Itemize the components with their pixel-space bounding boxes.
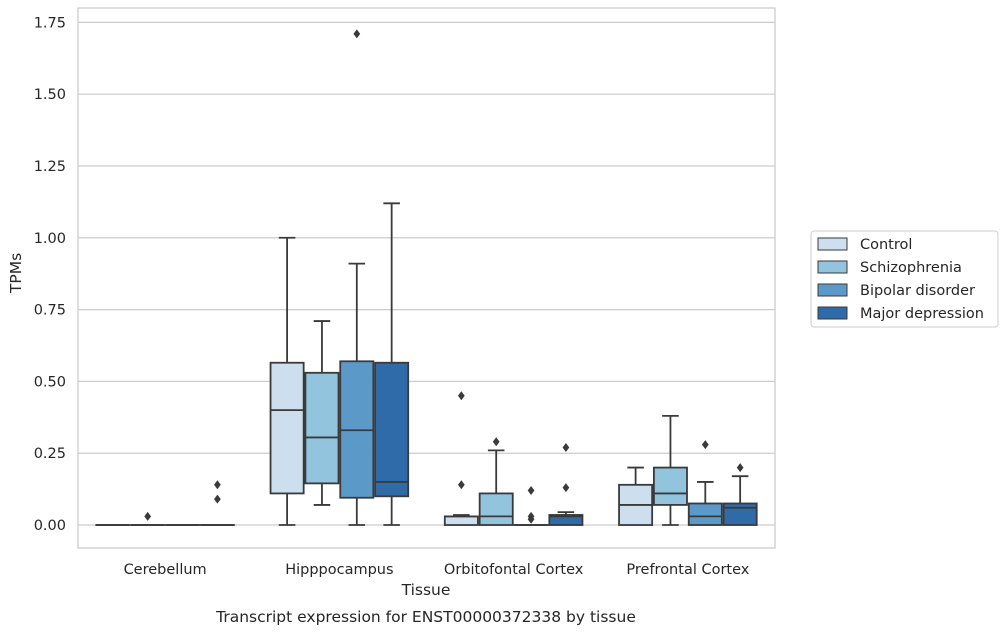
box-bipolar-disorder: [687, 440, 723, 526]
outlier-point: [492, 437, 500, 447]
box-bipolar-disorder: [339, 29, 375, 526]
outlier-point: [144, 511, 152, 521]
box-control: [269, 236, 305, 526]
iqr-box: [548, 514, 584, 526]
legend-label: Bipolar disorder: [860, 283, 975, 299]
y-axis-title: TPMs: [7, 253, 25, 294]
legend-swatch: [817, 237, 848, 251]
legend-label: Schizophrenia: [860, 260, 962, 276]
outlier-point: [457, 391, 465, 401]
y-tick-label: 0.00: [34, 518, 66, 534]
y-tick-label: 1.50: [34, 87, 66, 103]
grid-lines: [78, 21, 775, 526]
x-tick-label: Cerebellum: [124, 562, 207, 578]
iqr-box: [722, 502, 758, 526]
x-axis-title: Tissue: [401, 581, 451, 599]
x-tick-label: Orbitofontal Cortex: [444, 562, 584, 578]
plot-area-frame: [77, 7, 776, 549]
box-plot-marks: [95, 29, 758, 526]
y-tick-label: 1.25: [34, 159, 66, 175]
box-control: [443, 391, 479, 526]
box-major-depression: [548, 442, 584, 526]
legend-frame: [810, 230, 999, 328]
x-tick-label: Prefrontal Cortex: [626, 562, 749, 578]
y-tick-label: 0.50: [34, 374, 66, 390]
y-tick-label: 0.25: [34, 446, 66, 462]
box-schizophrenia: [652, 414, 688, 526]
box-major-depression: [722, 463, 758, 526]
x-tick-labels: Cerebellum Hipppocampus Orbitofontal Corte…: [124, 562, 750, 578]
iqr-box: [269, 361, 305, 495]
legend-label: Control: [860, 237, 912, 253]
outlier-point: [214, 494, 221, 504]
iqr-box: [374, 361, 410, 498]
iqr-box: [478, 492, 514, 526]
y-tick-label: 1.75: [34, 15, 66, 31]
outlier-point: [353, 29, 361, 39]
box-major-depression: [199, 480, 235, 526]
y-tick-label: 1.00: [34, 231, 66, 247]
box-schizophrenia: [478, 437, 514, 526]
box-schizophrenia: [130, 511, 166, 526]
legend: Control Schizophrenia Bipolar disorder Majo…: [810, 230, 999, 328]
legend-swatch: [817, 306, 848, 320]
box-schizophrenia: [304, 320, 340, 506]
outlier-point: [527, 514, 535, 524]
box-major-depression: [374, 202, 410, 526]
iqr-box: [304, 371, 340, 485]
outlier-point: [527, 486, 535, 496]
outlier-point: [562, 483, 570, 493]
x-tick-label: Hipppocampus: [285, 562, 393, 578]
figure-caption: Transcript expression for ENST0000037233…: [215, 608, 636, 626]
y-tick-labels: 0.00 0.25 0.50 0.75 1.00 1.25 1.50 1.75: [34, 15, 66, 534]
iqr-box: [652, 466, 688, 506]
box-bipolar-disorder: [513, 486, 549, 526]
iqr-box: [687, 502, 723, 526]
legend-label: Major depression: [860, 306, 984, 322]
outlier-point: [701, 440, 709, 450]
outlier-point: [214, 480, 221, 490]
legend-swatch: [817, 260, 848, 274]
legend-swatch: [817, 283, 848, 297]
y-tick-label: 0.75: [34, 303, 66, 319]
iqr-box: [443, 515, 479, 526]
outlier-point: [562, 442, 570, 452]
outlier-point: [457, 480, 465, 490]
box-control: [618, 466, 654, 526]
outlier-point: [736, 463, 744, 473]
